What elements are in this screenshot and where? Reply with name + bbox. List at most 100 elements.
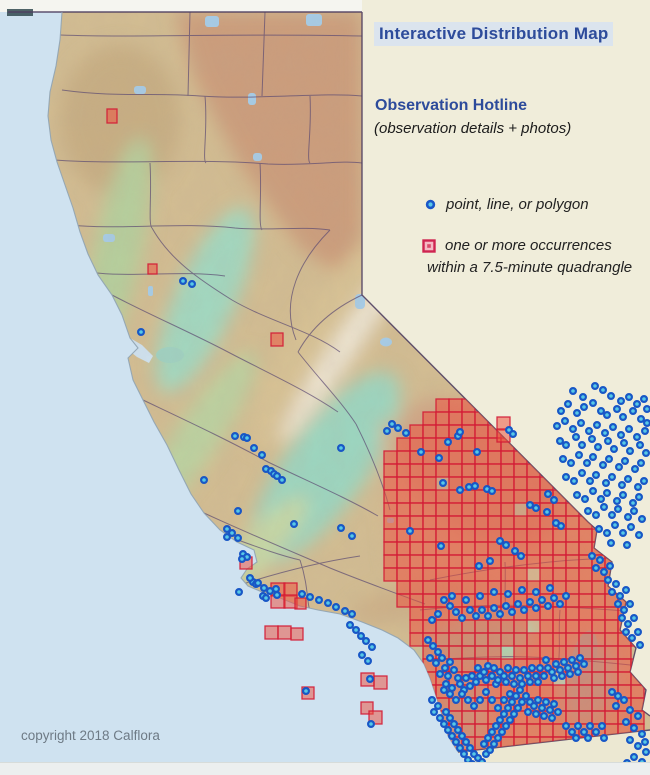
observation-point[interactable]	[352, 625, 361, 634]
observation-point[interactable]	[474, 663, 483, 672]
observation-point[interactable]	[254, 578, 263, 587]
observation-point[interactable]	[637, 729, 646, 738]
quadrangle-cell[interactable]	[500, 567, 515, 582]
observation-point[interactable]	[561, 473, 570, 482]
observation-point[interactable]	[494, 675, 503, 684]
observation-point[interactable]	[426, 653, 435, 662]
observation-point[interactable]	[629, 507, 638, 516]
quadrangle-cell[interactable]	[409, 476, 424, 491]
observation-point[interactable]	[603, 437, 612, 446]
observation-point[interactable]	[436, 669, 445, 678]
quadrangle-cell[interactable]	[409, 606, 424, 621]
observation-point[interactable]	[568, 387, 577, 396]
quadrangle-cell[interactable]	[604, 619, 619, 634]
observation-point[interactable]	[625, 705, 634, 714]
quadrangle-cell[interactable]	[396, 554, 411, 569]
observation-point[interactable]	[444, 438, 453, 447]
quadrangle-cell[interactable]	[409, 541, 424, 556]
observation-point[interactable]	[555, 599, 564, 608]
observation-point[interactable]	[440, 595, 449, 604]
observation-point[interactable]	[585, 721, 594, 730]
quadrangle-cell[interactable]	[487, 502, 502, 517]
observation-point[interactable]	[636, 459, 645, 468]
observation-point[interactable]	[545, 705, 554, 714]
observation-point[interactable]	[456, 679, 465, 688]
observation-point[interactable]	[315, 595, 324, 604]
quadrangle-cell[interactable]	[396, 450, 411, 465]
quadrangle-cell[interactable]	[578, 606, 593, 621]
observation-point[interactable]	[434, 609, 443, 618]
quadrangle-cell[interactable]	[422, 463, 437, 478]
quadrangle-cell[interactable]	[565, 710, 580, 725]
observation-point[interactable]	[510, 679, 519, 688]
quadrangle-cell[interactable]	[435, 528, 450, 543]
quadrangle-cell[interactable]	[565, 606, 580, 621]
observation-point[interactable]	[607, 587, 616, 596]
quadrangle-cell[interactable]	[409, 554, 424, 569]
observation-point[interactable]	[466, 743, 475, 752]
observation-point[interactable]	[636, 415, 645, 424]
quadrangle-cell[interactable]	[383, 463, 398, 478]
observation-point[interactable]	[590, 382, 599, 391]
observation-point[interactable]	[612, 497, 621, 506]
quadrangle-cell[interactable]	[552, 619, 567, 634]
observation-point[interactable]	[517, 585, 526, 594]
observation-point[interactable]	[364, 656, 373, 665]
observation-point[interactable]	[430, 707, 439, 716]
observation-point[interactable]	[643, 419, 650, 427]
quadrangle-cell[interactable]	[422, 593, 437, 608]
observation-point[interactable]	[573, 667, 582, 676]
quadrangle-cell[interactable]	[604, 710, 619, 725]
quadrangle-cell[interactable]	[500, 502, 515, 517]
observation-point[interactable]	[556, 407, 565, 416]
quadrangle-cell[interactable]	[422, 450, 437, 465]
quadrangle-cell[interactable]	[409, 489, 424, 504]
quadrangle-cell[interactable]	[578, 632, 593, 647]
quadrangle-cell[interactable]	[461, 515, 476, 530]
observation-point[interactable]	[619, 605, 628, 614]
quadrangle-cell[interactable]	[474, 710, 489, 725]
quadrangle-cell[interactable]	[539, 528, 554, 543]
observation-point[interactable]	[448, 731, 457, 740]
quadrangle-cell[interactable]	[526, 723, 541, 738]
observation-point[interactable]	[502, 540, 511, 549]
quadrangle-cell[interactable]	[435, 424, 450, 439]
observation-point[interactable]	[543, 490, 552, 499]
observation-point[interactable]	[417, 448, 426, 457]
quadrangle-cell[interactable]	[461, 450, 476, 465]
quadrangle-cell[interactable]	[461, 580, 476, 595]
quadrangle-cell[interactable]	[461, 567, 476, 582]
quadrangle-cell[interactable]	[435, 567, 450, 582]
quadrangle-cell[interactable]	[396, 489, 411, 504]
quadrangle-cell[interactable]	[539, 567, 554, 582]
observation-point[interactable]	[494, 703, 503, 712]
quadrangle-cell[interactable]	[513, 489, 528, 504]
observation-point[interactable]	[466, 605, 475, 614]
observation-point[interactable]	[346, 620, 355, 629]
observation-point[interactable]	[500, 695, 509, 704]
observation-point[interactable]	[568, 425, 577, 434]
observation-point[interactable]	[633, 627, 642, 636]
observation-point[interactable]	[516, 551, 525, 560]
observation-point[interactable]	[579, 659, 588, 668]
quadrangle-cell[interactable]	[578, 528, 593, 543]
observation-point[interactable]	[601, 479, 610, 488]
quadrangle-cell[interactable]	[409, 463, 424, 478]
observation-point[interactable]	[643, 405, 650, 413]
quadrangle-cell[interactable]	[565, 684, 580, 699]
observation-point[interactable]	[602, 489, 611, 498]
observation-point[interactable]	[262, 593, 271, 602]
observation-point[interactable]	[628, 407, 637, 416]
quadrangle-cell[interactable]	[264, 625, 279, 640]
observation-point[interactable]	[406, 526, 415, 535]
observation-point[interactable]	[624, 393, 633, 402]
observation-point[interactable]	[639, 477, 648, 486]
observation-point[interactable]	[549, 673, 558, 682]
quadrangle-cell[interactable]	[435, 502, 450, 517]
observation-point[interactable]	[454, 725, 463, 734]
quadrangle-cell[interactable]	[474, 515, 489, 530]
quadrangle-cell[interactable]	[409, 424, 424, 439]
quadrangle-cell[interactable]	[539, 515, 554, 530]
quadrangle-cell[interactable]	[448, 515, 463, 530]
observation-point[interactable]	[446, 657, 455, 666]
